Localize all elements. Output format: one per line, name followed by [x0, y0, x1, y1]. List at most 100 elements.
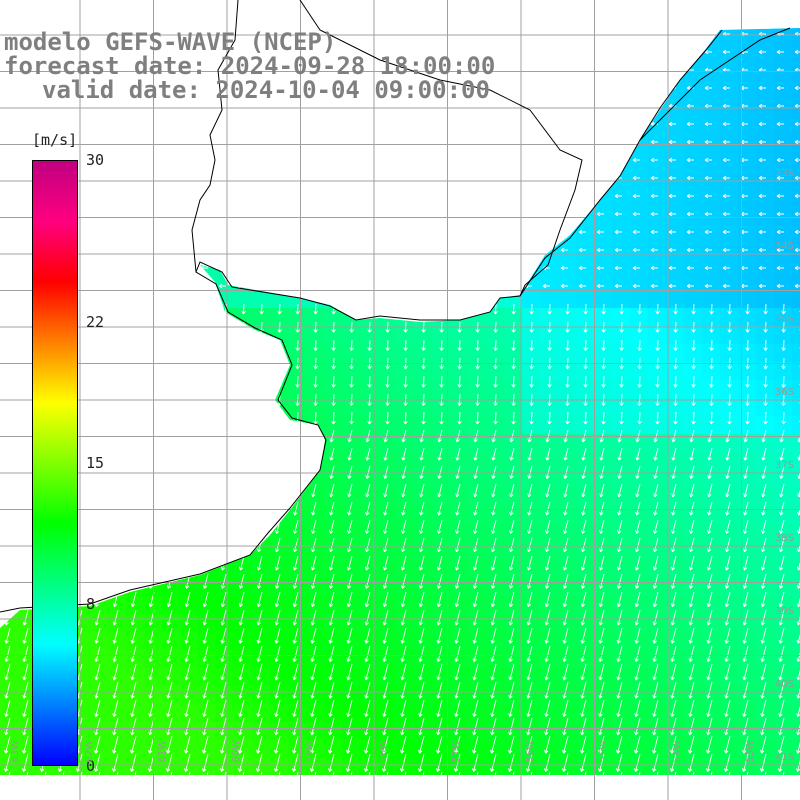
wind-vector-arrow	[686, 193, 694, 199]
wind-speed-cell	[792, 452, 800, 471]
wind-vector-arrow	[436, 573, 443, 589]
wind-speed-cell	[216, 650, 235, 669]
wind-vector-arrow	[310, 681, 317, 699]
wind-speed-cell	[558, 380, 577, 399]
wind-vector-arrow	[563, 501, 569, 516]
wind-vector-arrow	[202, 735, 209, 754]
wind-speed-cell	[504, 758, 523, 775]
wind-speed-cell	[612, 668, 631, 687]
wind-speed-cell	[504, 344, 523, 363]
wind-vector-arrow	[688, 663, 695, 681]
wind-vector-arrow	[598, 591, 605, 608]
wind-speed-cell	[756, 110, 775, 129]
wind-vector-arrow	[671, 429, 677, 443]
wind-vector-arrow	[632, 283, 640, 289]
wind-vector-arrow	[671, 501, 677, 516]
wind-vector-arrow	[346, 753, 353, 772]
wind-vector-arrow	[454, 591, 461, 608]
wind-vector-arrow	[238, 591, 245, 608]
wind-speed-cell	[684, 506, 703, 525]
wind-speed-cell	[612, 272, 631, 291]
wind-speed-cell	[738, 686, 757, 705]
wind-speed-cell	[774, 704, 793, 723]
wind-speed-cell	[432, 506, 451, 525]
wind-speed-cell	[306, 668, 325, 687]
wind-vector-arrow	[22, 735, 29, 754]
wind-speed-cell	[540, 758, 559, 775]
wind-vector-arrow	[472, 699, 479, 717]
wind-speed-cell	[450, 344, 469, 363]
wind-speed-cell	[108, 632, 127, 651]
wind-vector-arrow	[778, 663, 785, 681]
wind-vector-arrow	[778, 717, 785, 736]
wind-vector-arrow	[704, 211, 712, 217]
wind-vector-arrow	[561, 771, 569, 775]
wind-vector-arrow	[704, 247, 712, 253]
wind-speed-cell	[558, 650, 577, 669]
wind-speed-cell	[720, 470, 739, 489]
wind-vector-arrow	[742, 681, 749, 699]
wind-speed-cell	[774, 686, 793, 705]
wind-vector-arrow	[670, 681, 677, 699]
wind-vector-arrow	[616, 699, 623, 717]
wind-speed-cell	[792, 92, 800, 111]
wind-vector-arrow	[437, 429, 443, 443]
wind-vector-arrow	[776, 85, 784, 91]
wind-speed-cell	[432, 344, 451, 363]
wind-speed-cell	[252, 686, 271, 705]
wind-speed-cell	[342, 326, 361, 345]
wind-vector-arrow	[382, 735, 389, 754]
latitude-label: 36S	[774, 387, 794, 398]
wind-vector-arrow	[544, 735, 551, 754]
wind-vector-arrow	[472, 555, 479, 571]
wind-vector-arrow	[655, 303, 660, 315]
wind-speed-cell	[468, 470, 487, 489]
wind-speed-cell	[414, 326, 433, 345]
wind-vector-arrow	[274, 627, 281, 644]
wind-speed-cell	[414, 632, 433, 651]
wind-vector-arrow	[509, 501, 515, 516]
wind-speed-cell	[486, 344, 505, 363]
wind-vector-arrow	[724, 645, 731, 663]
latitude-label: 38S	[774, 533, 794, 544]
wind-vector-arrow	[704, 193, 712, 199]
wind-vector-arrow	[760, 753, 767, 772]
wind-vector-arrow	[562, 681, 569, 699]
wind-vector-arrow	[455, 501, 461, 516]
wind-vector-arrow	[707, 519, 713, 534]
wind-vector-arrow	[274, 753, 281, 772]
wind-speed-cell	[324, 380, 343, 399]
wind-speed-cell	[504, 542, 523, 561]
wind-vector-arrow	[763, 411, 768, 425]
wind-speed-cell	[630, 182, 649, 201]
wind-vector-arrow	[364, 699, 371, 717]
wind-vector-arrow	[364, 645, 371, 663]
wind-vector-arrow	[527, 519, 533, 534]
wind-speed-cell	[774, 290, 793, 309]
wind-vector-arrow	[722, 139, 730, 145]
wind-vector-arrow	[724, 699, 731, 717]
wind-speed-cell	[396, 380, 415, 399]
wind-vector-arrow	[220, 591, 227, 608]
wind-vector-arrow	[761, 447, 767, 461]
longitude-label: 61W	[157, 740, 168, 763]
wind-vector-arrow	[401, 429, 407, 443]
wind-vector-arrow	[184, 609, 191, 626]
wind-vector-arrow	[94, 735, 101, 754]
wind-vector-arrow	[727, 339, 732, 351]
wind-speed-cell	[720, 128, 739, 147]
wind-vector-arrow	[238, 681, 245, 699]
wind-vector-arrow	[436, 645, 443, 663]
wind-speed-cell	[702, 218, 721, 237]
wind-vector-arrow	[616, 609, 623, 626]
wind-speed-cell	[414, 686, 433, 705]
wind-vector-arrow	[619, 411, 624, 425]
wind-speed-cell	[738, 326, 757, 345]
wind-speed-cell	[90, 722, 109, 741]
wind-vector-arrow	[94, 627, 101, 644]
wind-speed-cell	[414, 560, 433, 579]
wind-vector-arrow	[417, 771, 425, 775]
wind-speed-cell	[576, 542, 595, 561]
wind-speed-cell	[468, 326, 487, 345]
wind-speed-cell	[216, 632, 235, 651]
